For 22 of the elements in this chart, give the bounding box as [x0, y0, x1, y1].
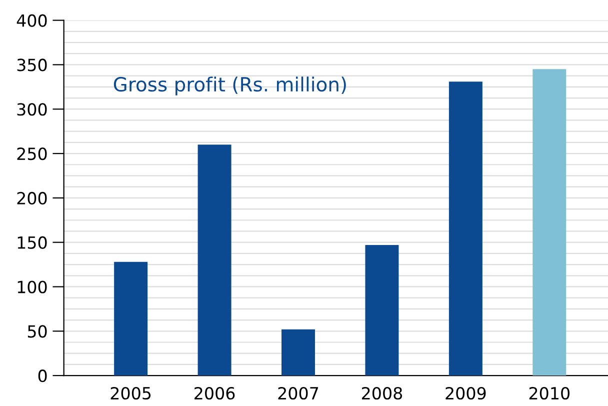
- y-tick-label: 0: [38, 370, 47, 382]
- x-tick-label: 2005: [110, 386, 151, 400]
- y-tick-label: 200: [17, 192, 47, 204]
- x-tick-label: 2008: [362, 386, 402, 400]
- bar: [365, 244, 399, 376]
- bar: [448, 82, 482, 376]
- y-tick-label: 300: [17, 103, 47, 116]
- x-tick-label: 2007: [278, 386, 318, 400]
- text: Gross profit (Rs. million): [114, 76, 346, 96]
- bar: [532, 69, 566, 376]
- y-tick-label: 350: [17, 58, 47, 72]
- y-tick-label: 250: [17, 147, 47, 160]
- y-tick-label: 400: [16, 14, 47, 27]
- y-tick-label: 50: [28, 325, 47, 338]
- x-tick-label: 2009: [446, 386, 486, 400]
- bar: [114, 262, 148, 376]
- y-tick-label: 150: [18, 236, 47, 249]
- x-tick-label: 2010: [529, 386, 570, 400]
- x-tick-label: 2006: [194, 386, 235, 400]
- bar: [282, 329, 315, 376]
- y-tick-label: 100: [18, 280, 47, 294]
- bar: [198, 144, 232, 376]
